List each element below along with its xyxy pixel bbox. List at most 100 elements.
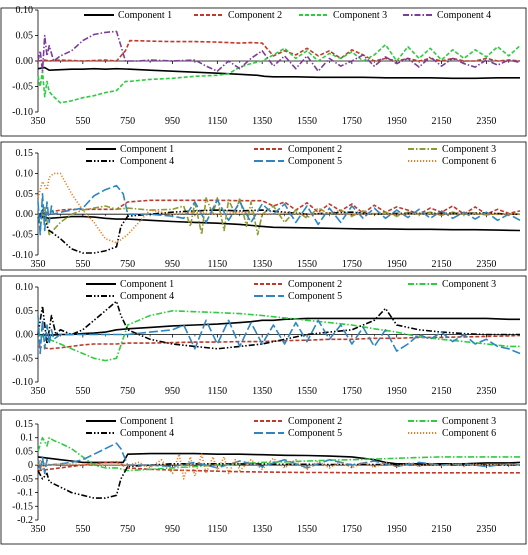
legend-label-1: Component 1 — [118, 10, 172, 21]
x-tick-label: 750 — [120, 386, 135, 397]
x-tick-label: 2350 — [476, 259, 496, 270]
x-tick-label: 350 — [31, 386, 46, 397]
series-line-3 — [37, 43, 521, 104]
x-tick-label: 1950 — [387, 524, 407, 535]
legend-label-6: Component 6 — [442, 428, 496, 439]
x-tick-label: 2150 — [432, 259, 452, 270]
legend-label-4: Component 4 — [120, 291, 174, 302]
y-tick-label: 0.00 — [16, 330, 34, 341]
y-tick-label: 0.00 — [16, 209, 34, 220]
y-tick-label: -0.05 — [12, 230, 33, 241]
series-line-3 — [37, 436, 520, 472]
x-tick-label: 1550 — [297, 386, 317, 397]
legend-label-4: Component 4 — [437, 10, 491, 21]
series-line-6 — [37, 453, 521, 480]
legend-label-4: Component 4 — [120, 428, 174, 439]
series-line-5 — [37, 315, 521, 355]
y-tick-label: 0.1 — [21, 433, 34, 444]
x-tick-label: 1950 — [387, 259, 407, 270]
series-line-4 — [37, 300, 520, 350]
x-tick-label: 550 — [75, 116, 90, 127]
x-tick-label: 1950 — [387, 116, 407, 127]
legend-label-1: Component 1 — [120, 416, 174, 427]
legend-label-2: Component 2 — [228, 10, 282, 21]
panel-frame — [0, 141, 527, 271]
series-line-6 — [37, 172, 520, 244]
y-tick-label: 0.05 — [16, 31, 34, 42]
y-tick-label: 0.05 — [16, 446, 34, 457]
y-tick-label: 0.10 — [16, 282, 34, 293]
legend-label-2: Component 2 — [288, 416, 342, 427]
x-tick-label: 750 — [120, 259, 135, 270]
legend-label-3: Component 3 — [442, 144, 496, 155]
x-tick-label: 2350 — [476, 524, 496, 535]
series-line-1 — [37, 317, 520, 337]
y-tick-label: -0.10 — [12, 107, 33, 118]
y-tick-label: 0.10 — [16, 5, 34, 16]
x-tick-label: 2150 — [432, 524, 452, 535]
series-line-1 — [37, 215, 521, 232]
series-line-2 — [37, 199, 521, 215]
y-tick-label: -0.10 — [12, 250, 33, 261]
x-tick-label: 1550 — [297, 116, 317, 127]
y-tick-label: -0.05 — [12, 82, 33, 93]
x-tick-label: 750 — [120, 524, 135, 535]
x-tick-label: 1150 — [208, 524, 228, 535]
legend-label-5: Component 5 — [288, 156, 342, 167]
x-tick-label: 1150 — [208, 259, 228, 270]
legend-label-5: Component 5 — [288, 291, 342, 302]
legend-label-3: Component 3 — [442, 279, 496, 290]
y-tick-label: -0.2 — [17, 515, 33, 526]
x-tick-label: 550 — [75, 386, 90, 397]
x-tick-label: 1150 — [208, 386, 228, 397]
y-tick-label: -0.15 — [12, 501, 33, 512]
series-line-5 — [37, 184, 521, 236]
x-tick-label: 1350 — [252, 116, 272, 127]
x-tick-label: 950 — [165, 259, 180, 270]
y-tick-label: 0.05 — [16, 189, 34, 200]
y-tick-label: 0.00 — [16, 56, 34, 67]
y-tick-label: 0.10 — [16, 168, 34, 179]
panel-frame — [0, 275, 527, 405]
legend-label-4: Component 4 — [120, 156, 174, 167]
x-tick-label: 1350 — [252, 386, 272, 397]
x-tick-label: 950 — [165, 524, 180, 535]
series-line-3 — [37, 197, 520, 236]
panel-4: 0.15 0.1 0.05 0 -0.05 -0.1 -0.15 -0.2350 550 750 9… — [0, 409, 527, 545]
y-tick-label: -0.10 — [12, 377, 33, 388]
y-tick-label: 0.05 — [16, 306, 34, 317]
series-line-2 — [37, 461, 520, 474]
y-tick-label: 0 — [28, 460, 33, 471]
x-tick-label: 2150 — [432, 386, 452, 397]
legend-label-1: Component 1 — [120, 279, 174, 290]
x-tick-label: 1350 — [252, 524, 272, 535]
legend-label-2: Component 2 — [288, 279, 342, 290]
x-tick-label: 1550 — [297, 259, 317, 270]
legend-label-1: Component 1 — [120, 144, 174, 155]
x-tick-label: 2150 — [432, 116, 452, 127]
legend-label-5: Component 5 — [288, 428, 342, 439]
series-line-4 — [37, 209, 520, 254]
x-tick-label: 1950 — [387, 386, 407, 397]
y-tick-label: 0.15 — [16, 419, 34, 430]
x-tick-label: 550 — [75, 524, 90, 535]
series-line-1 — [37, 66, 520, 80]
x-tick-label: 950 — [165, 116, 180, 127]
y-tick-label: -0.1 — [17, 488, 33, 499]
x-tick-label: 1550 — [297, 524, 317, 535]
legend-label-6: Component 6 — [442, 156, 496, 167]
panel-frame — [0, 7, 527, 137]
y-tick-label: 0.15 — [16, 148, 34, 159]
x-tick-label: 1750 — [342, 524, 362, 535]
series-line-3 — [37, 309, 520, 362]
legend-label-3: Component 3 — [442, 416, 496, 427]
x-tick-label: 2350 — [476, 116, 496, 127]
x-tick-label: 950 — [165, 386, 180, 397]
legend-label-2: Component 2 — [288, 144, 342, 155]
series-line-5 — [37, 442, 521, 475]
